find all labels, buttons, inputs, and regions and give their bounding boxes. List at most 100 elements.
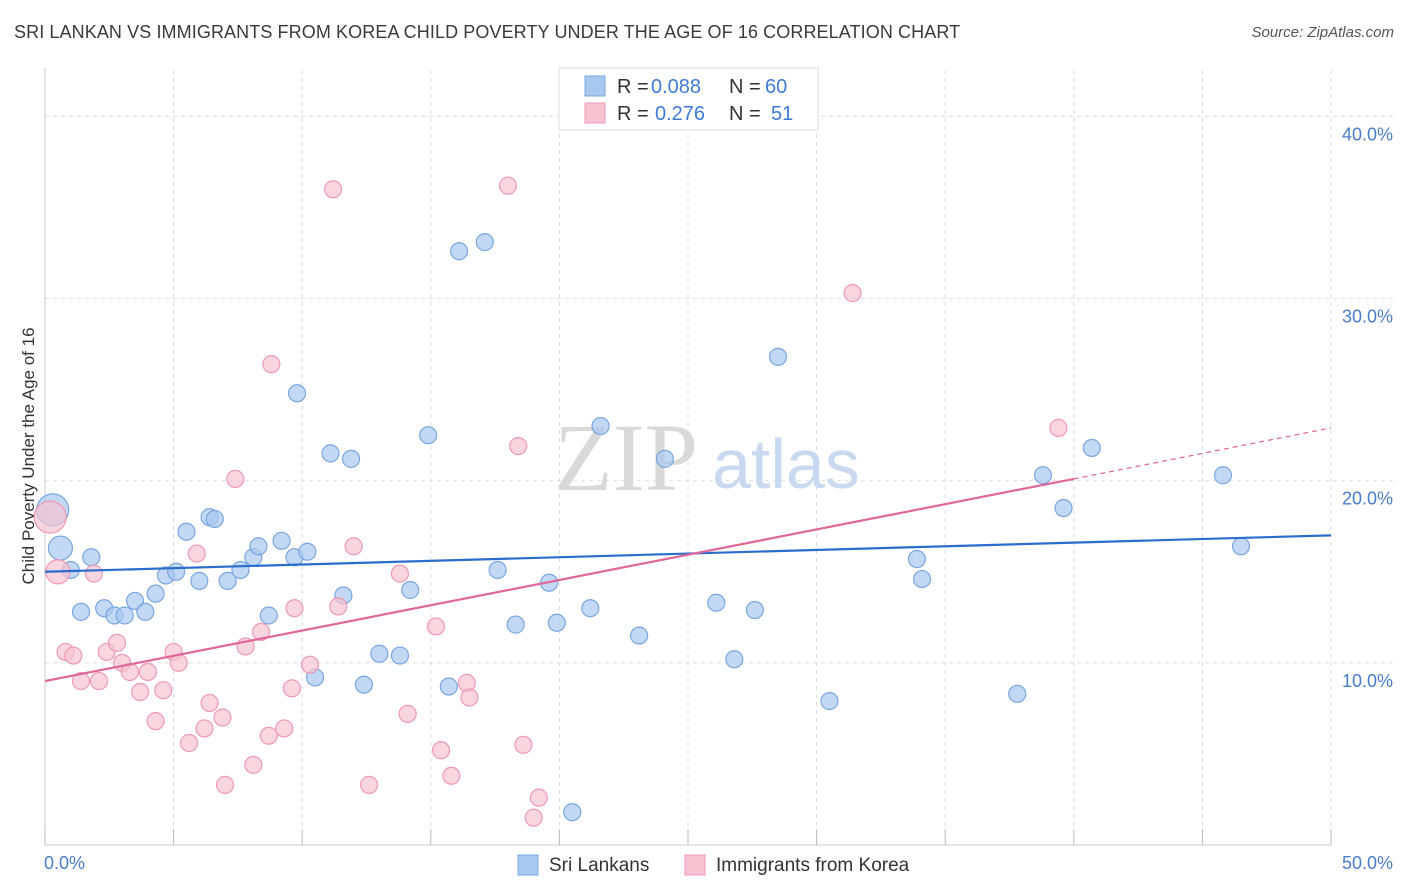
data-point-korea bbox=[529, 788, 548, 807]
data-point-sri-lankans bbox=[82, 548, 101, 567]
data-point-korea bbox=[251, 622, 271, 641]
data-point-korea bbox=[509, 437, 528, 456]
data-point-sri-lankans bbox=[115, 606, 134, 625]
trend-line-korea bbox=[44, 477, 1075, 683]
data-point-sri-lankans bbox=[47, 535, 74, 561]
data-point-korea bbox=[524, 808, 543, 827]
data-point-sri-lankans bbox=[298, 542, 317, 561]
chart-title: SRI LANKAN VS IMMIGRANTS FROM KOREA CHIL… bbox=[14, 22, 961, 42]
data-point-sri-lankans bbox=[1082, 438, 1101, 458]
data-point-korea bbox=[200, 693, 219, 713]
data-point-korea bbox=[344, 537, 363, 556]
data-point-korea bbox=[300, 655, 320, 674]
y-tick-labels: 10.0% 20.0% 30.0% 40.0% bbox=[1342, 124, 1393, 690]
data-point-sri-lankans bbox=[707, 593, 726, 612]
data-point-korea bbox=[244, 755, 263, 774]
data-point-korea bbox=[460, 688, 479, 707]
data-point-sri-lankans bbox=[581, 599, 600, 618]
data-point-sri-lankans bbox=[655, 449, 674, 468]
data-point-sri-lankans bbox=[146, 584, 165, 603]
legend-n-value-1: 60 bbox=[765, 76, 787, 98]
data-point-sri-lankans bbox=[354, 675, 374, 694]
x-tick-label-max: 50.0% bbox=[1342, 853, 1393, 873]
data-point-sri-lankans bbox=[563, 803, 582, 822]
data-point-sri-lankans bbox=[820, 692, 839, 711]
data-point-sri-lankans bbox=[1231, 537, 1251, 556]
watermark-zip: ZIP bbox=[554, 404, 698, 511]
data-point-sri-lankans bbox=[272, 531, 291, 550]
data-point-sri-lankans bbox=[1033, 466, 1053, 485]
data-point-sri-lankans bbox=[419, 426, 438, 445]
legend-r-value-1: 0.088 bbox=[651, 76, 701, 98]
data-point-sri-lankans bbox=[591, 416, 610, 436]
data-point-korea bbox=[131, 682, 150, 702]
data-point-sri-lankans bbox=[218, 571, 237, 590]
data-point-korea bbox=[213, 708, 232, 727]
data-point-sri-lankans bbox=[907, 549, 927, 569]
data-point-korea bbox=[431, 741, 451, 760]
data-point-korea bbox=[498, 176, 518, 195]
data-point-sri-lankans bbox=[1054, 498, 1073, 518]
data-point-korea bbox=[843, 284, 862, 303]
series-legend-label-sri-lankans: Sri Lankans bbox=[549, 855, 649, 876]
legend-r-value-2: 0.276 bbox=[655, 103, 705, 125]
data-point-korea bbox=[33, 500, 67, 534]
data-point-korea bbox=[259, 726, 278, 745]
watermark-atlas: atlas bbox=[712, 425, 860, 503]
data-point-korea bbox=[1049, 418, 1068, 437]
data-point-sri-lankans bbox=[370, 644, 389, 663]
data-point-korea bbox=[398, 704, 417, 723]
data-point-sri-lankans bbox=[205, 509, 224, 529]
data-point-sri-lankans bbox=[439, 677, 458, 696]
data-point-sri-lankans bbox=[259, 606, 278, 625]
data-point-sri-lankans bbox=[231, 560, 250, 580]
data-point-korea bbox=[187, 544, 206, 563]
series-legend-label-korea: Immigrants from Korea bbox=[716, 855, 910, 876]
series-legend-swatch-sri-lankans bbox=[517, 854, 539, 876]
data-point-sri-lankans bbox=[321, 444, 340, 463]
y-tick-label: 30.0% bbox=[1342, 307, 1393, 327]
data-point-korea bbox=[179, 733, 199, 753]
data-point-korea bbox=[262, 355, 281, 374]
legend-n-label-1: N = bbox=[729, 76, 761, 98]
data-point-sri-lankans bbox=[630, 626, 649, 645]
series-legend-swatch-korea bbox=[684, 854, 706, 876]
data-point-sri-lankans bbox=[167, 562, 186, 581]
data-point-korea bbox=[285, 599, 304, 618]
trend-lines bbox=[44, 427, 1332, 683]
data-point-sri-lankans bbox=[768, 347, 788, 366]
data-point-sri-lankans bbox=[71, 602, 91, 621]
data-point-korea bbox=[71, 671, 91, 691]
grid-lines bbox=[45, 70, 1393, 829]
data-point-sri-lankans bbox=[475, 233, 494, 252]
x-axis-ticks bbox=[44, 829, 1332, 845]
trend-line-korea-extension bbox=[1073, 427, 1332, 480]
data-point-sri-lankans bbox=[287, 384, 307, 403]
data-point-sri-lankans bbox=[249, 537, 268, 556]
data-point-korea bbox=[215, 775, 235, 794]
data-point-korea bbox=[514, 735, 533, 754]
legend-n-label-2: N = bbox=[729, 103, 761, 125]
y-axis-label: Child Poverty Under the Age of 16 bbox=[19, 327, 38, 584]
data-point-sri-lankans bbox=[390, 646, 410, 665]
series-legend: Sri Lankans Immigrants from Korea bbox=[517, 854, 910, 876]
data-point-sri-lankans bbox=[190, 571, 209, 590]
data-point-sri-lankans bbox=[547, 613, 566, 632]
data-point-sri-lankans bbox=[1008, 684, 1027, 703]
legend-r-label-1: R = bbox=[617, 76, 649, 98]
data-point-sri-lankans bbox=[177, 522, 196, 541]
data-point-sri-lankans bbox=[488, 560, 507, 580]
data-point-korea bbox=[138, 662, 157, 682]
data-point-korea bbox=[426, 617, 446, 636]
data-point-korea bbox=[442, 766, 461, 785]
legend-n-value-2: 51 bbox=[771, 103, 793, 125]
data-point-korea bbox=[89, 671, 109, 691]
data-point-sri-lankans bbox=[745, 600, 764, 620]
data-point-sri-lankans bbox=[725, 650, 744, 669]
data-point-korea bbox=[275, 719, 294, 738]
data-point-sri-lankans bbox=[449, 242, 469, 261]
source-label: Source: ZipAtlas.com bbox=[1251, 24, 1394, 41]
y-tick-label: 20.0% bbox=[1342, 489, 1393, 509]
data-point-korea bbox=[226, 469, 245, 488]
data-point-korea bbox=[107, 633, 127, 652]
